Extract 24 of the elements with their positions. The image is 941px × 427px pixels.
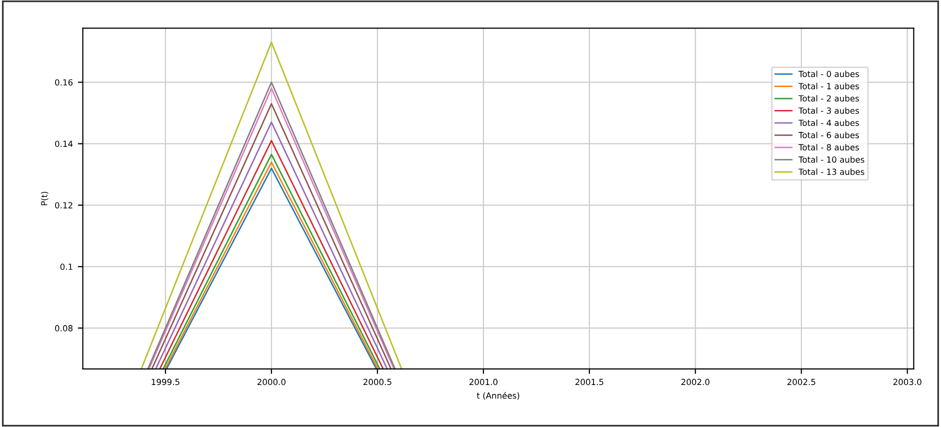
legend-label: Total - 8 aubes: [798, 144, 859, 150]
x-tick-label: 2000.5: [363, 378, 392, 386]
legend-label: Total - 10 aubes: [798, 156, 864, 163]
y-tick-label: 0.1: [60, 264, 72, 270]
y-tick-label: 0.14: [55, 140, 73, 147]
y-tick-label: 0.12: [55, 202, 72, 208]
x-tick-label: 2000.0: [257, 378, 286, 386]
legend-label: Total - 0 aubes: [798, 70, 859, 78]
y-axis-title: P(t): [40, 192, 48, 206]
x-tick-label: 2003.0: [893, 378, 922, 386]
legend-label: Total - 4 aubes: [798, 120, 859, 126]
x-axis-title: t (Années): [476, 392, 520, 400]
y-tick-label: 0.16: [55, 79, 73, 86]
legend-label: Total - 13 aubes: [798, 168, 864, 175]
legend-label: Total - 2 aubes: [798, 95, 859, 102]
x-tick-label: 1999.5: [152, 378, 180, 386]
legend-label: Total - 3 aubes: [798, 107, 859, 114]
x-tick-label: 2002.5: [787, 378, 816, 386]
x-tick-label: 2001.0: [469, 378, 498, 386]
x-tick-label: 2001.5: [575, 378, 604, 386]
legend-label: Total - 1 aubes: [798, 82, 859, 90]
x-tick-label: 2002.0: [681, 378, 710, 386]
legend-label: Total - 6 aubes: [798, 132, 859, 138]
y-tick-label: 0.08: [55, 325, 73, 332]
